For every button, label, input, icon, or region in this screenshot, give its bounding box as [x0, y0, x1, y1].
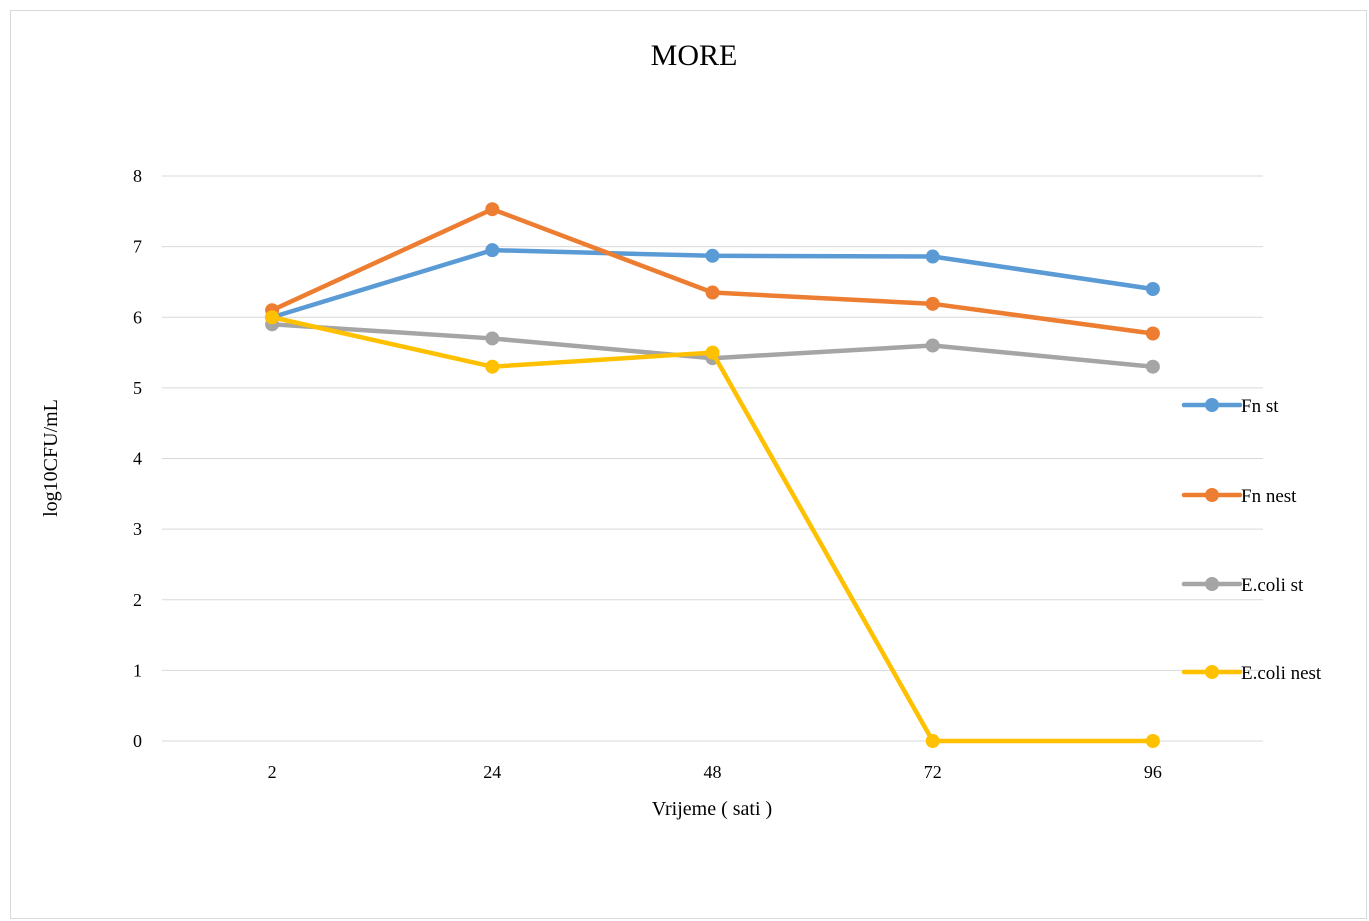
data-point	[485, 202, 500, 217]
x-tick-label: 48	[704, 762, 722, 782]
data-point	[485, 243, 500, 258]
legend-label: Fn st	[1241, 396, 1279, 417]
data-point	[1145, 359, 1160, 374]
legend-swatch-marker	[1205, 398, 1219, 412]
x-tick-label: 24	[483, 762, 501, 782]
legend-item: Fn st	[1181, 396, 1279, 417]
data-point	[925, 734, 940, 748]
y-tick-label: 0	[133, 731, 142, 751]
y-tick-label: 7	[133, 237, 142, 257]
data-point	[705, 285, 720, 300]
y-tick-label: 4	[133, 449, 142, 469]
legend-label: E.coli st	[1241, 575, 1304, 596]
y-tick-label: 8	[133, 166, 142, 186]
legend-label: E.coli nest	[1241, 663, 1322, 684]
data-point	[705, 345, 720, 360]
x-axis-label: Vrijeme ( sati )	[652, 798, 772, 820]
legend-label: Fn nest	[1241, 486, 1297, 507]
legend-item: Fn nest	[1181, 486, 1297, 507]
data-point	[485, 359, 500, 374]
data-point	[925, 296, 940, 311]
y-tick-label: 6	[133, 307, 142, 327]
data-point	[705, 248, 720, 263]
y-tick-label: 2	[133, 590, 142, 610]
x-tick-label: 72	[924, 762, 942, 782]
series-fn-st	[265, 243, 1160, 325]
data-point	[925, 249, 940, 264]
chart-frame	[10, 10, 1367, 919]
legend-swatch-marker	[1205, 577, 1219, 591]
x-tick-label: 2	[268, 762, 277, 782]
y-tick-label: 3	[133, 519, 142, 539]
y-axis-label: log10CFU/mL	[40, 399, 62, 517]
x-tick-labels: 2 24 48 72 96	[268, 762, 1162, 782]
data-point	[1145, 326, 1160, 341]
legend: Fn st Fn nest E.coli st E.coli nest	[1181, 396, 1322, 684]
legend-item: E.coli nest	[1181, 663, 1322, 684]
legend-swatch-marker	[1205, 665, 1219, 679]
x-tick-label: 96	[1144, 762, 1162, 782]
chart-title: MORE	[651, 39, 738, 72]
legend-swatch-marker	[1205, 488, 1219, 502]
y-tick-label: 5	[133, 378, 142, 398]
data-point	[1145, 734, 1160, 748]
y-tick-labels: 0 1 2 3 4 5 6 7 8	[133, 166, 142, 751]
data-point	[265, 310, 280, 325]
series-e-coli-nest	[265, 310, 1160, 748]
legend-item: E.coli st	[1181, 575, 1304, 596]
data-point	[485, 331, 500, 346]
data-point	[1145, 282, 1160, 296]
y-tick-label: 1	[133, 660, 142, 680]
series-lines	[265, 202, 1160, 748]
data-point	[925, 338, 940, 353]
